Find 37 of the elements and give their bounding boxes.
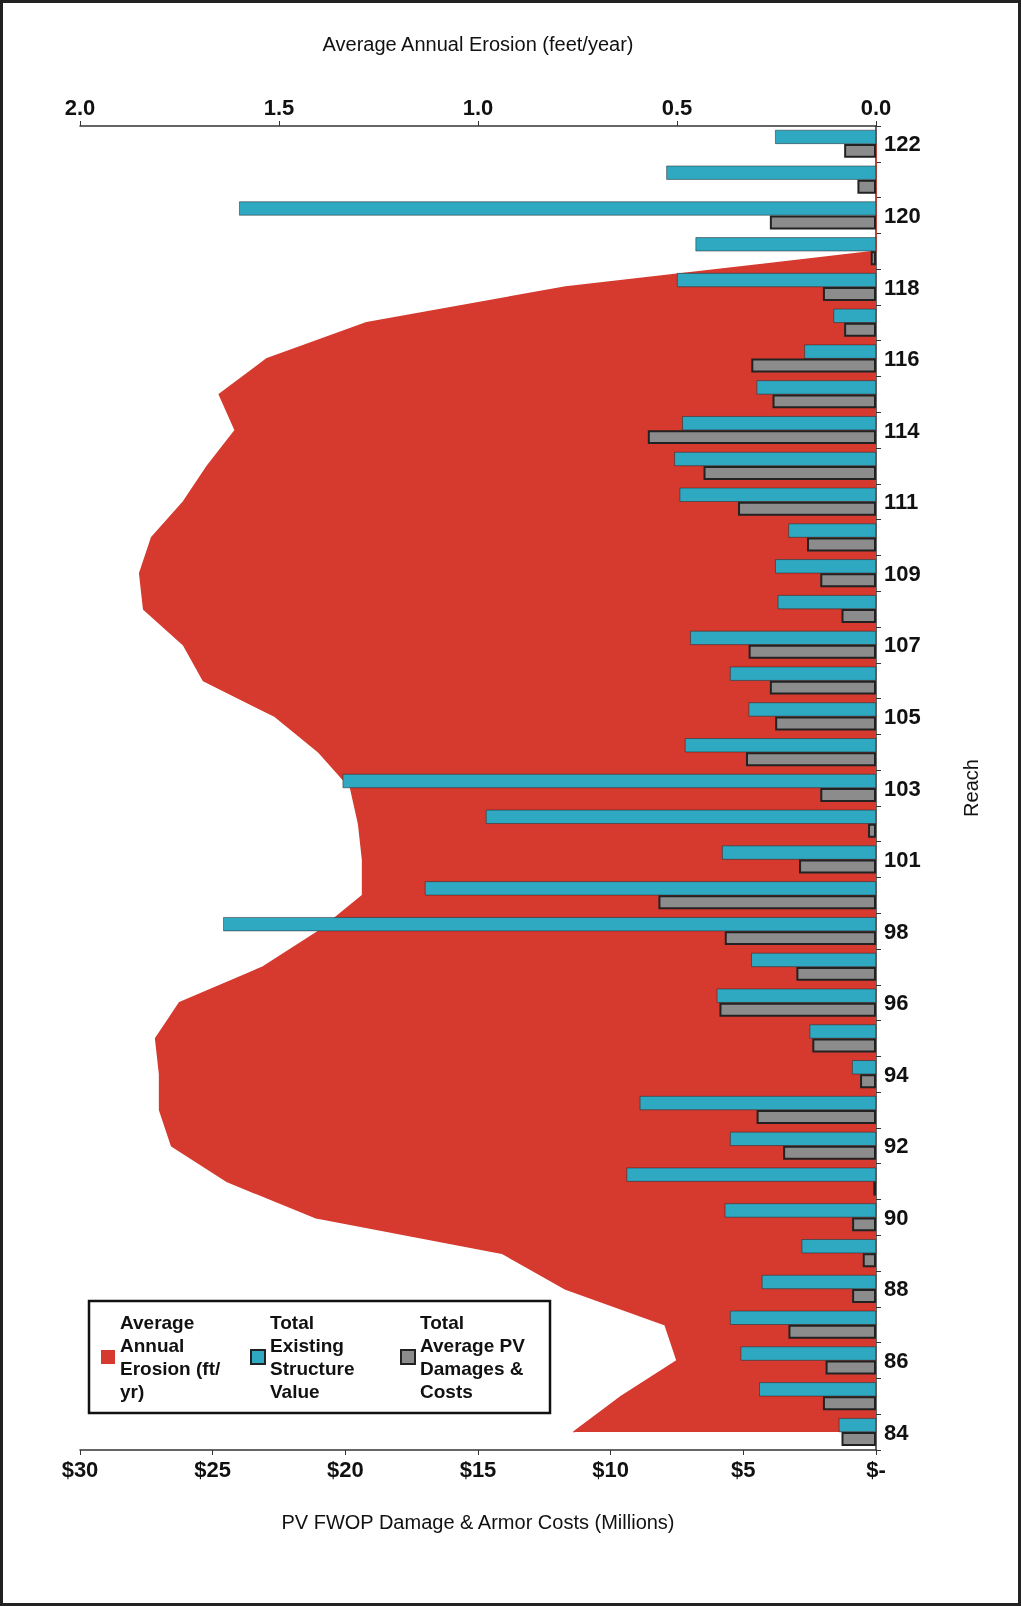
x-tick-label: $- (866, 1456, 886, 1482)
y-tick-label: 118 (884, 274, 920, 300)
y-tick-label: 90 (884, 1204, 909, 1230)
y-tick-label: 101 (884, 847, 921, 873)
legend-label: Total Existing Structure Value (270, 1312, 360, 1402)
x2-tick-label: 0.5 (661, 94, 693, 120)
y-axis-title: Reach (960, 759, 982, 817)
x2-tick-label: 2.0 (64, 94, 96, 120)
y-tick-label: 94 (884, 1061, 910, 1087)
x-axis-title: PV FWOP Damage & Armor Costs (Millions) (281, 1511, 675, 1533)
y-tick-label: 116 (884, 346, 920, 372)
y-tick-label: 109 (884, 560, 921, 586)
x-tick-label: $25 (194, 1456, 232, 1482)
y-tick-label: 98 (884, 918, 909, 944)
legend-label: Total Average PV Damages & Costs (420, 1312, 531, 1402)
x2-tick-label: 1.5 (263, 94, 295, 120)
x-tick-label: $15 (459, 1456, 497, 1482)
y-tick-label: 111 (884, 489, 919, 515)
y-tick-label: 88 (884, 1276, 909, 1302)
x2-tick-label: 1.0 (462, 94, 494, 120)
legend-label: Average Annual Erosion (ft/yr) (120, 1312, 221, 1402)
y-tick-label: 86 (884, 1348, 909, 1374)
y-tick-label: 84 (884, 1419, 910, 1445)
x2-axis-title: Average Annual Erosion (feet/year) (322, 33, 634, 55)
y-tick-label: 122 (884, 131, 921, 157)
x-tick-label: $10 (592, 1456, 630, 1482)
y-tick-label: 96 (884, 990, 909, 1016)
x-tick-label: $5 (731, 1456, 756, 1482)
x2-tick-label: 0.0 (860, 94, 892, 120)
x-tick-label: $30 (61, 1456, 99, 1482)
y-tick-label: 114 (884, 417, 921, 443)
y-tick-label: 105 (884, 703, 921, 729)
y-tick-label: 92 (884, 1133, 909, 1159)
y-tick-label: 120 (884, 202, 921, 228)
y-tick-label: 103 (884, 775, 921, 801)
y-tick-label: 107 (884, 632, 921, 658)
x-tick-label: $20 (326, 1456, 364, 1482)
